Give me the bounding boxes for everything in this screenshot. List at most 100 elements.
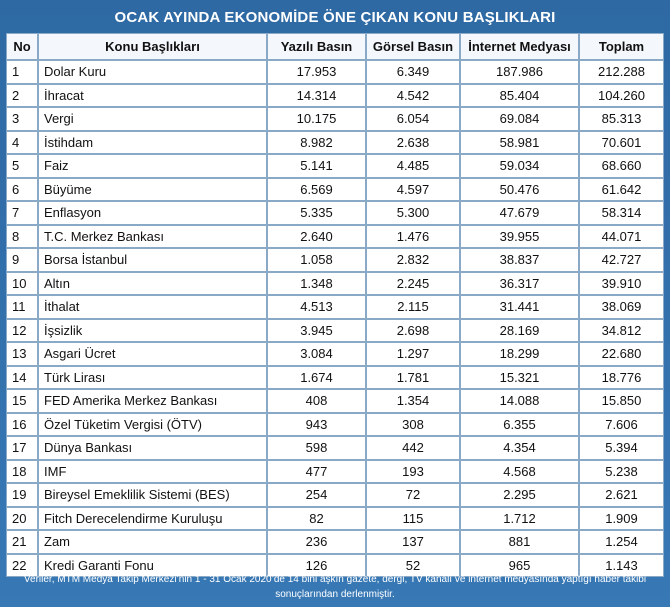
- total-count: 44.071: [579, 224, 664, 248]
- row-number: 19: [6, 483, 38, 507]
- visual-media-count: 72: [366, 483, 460, 507]
- table-row: 22 Kredi Garanti Fonu 126 52 965 1.143: [6, 553, 664, 577]
- internet-media-count: 36.317: [460, 271, 579, 295]
- print-media-count: 82: [267, 506, 366, 530]
- visual-media-count: 1.297: [366, 342, 460, 366]
- topic-name: Faiz: [38, 154, 267, 178]
- topic-name: Bireysel Emeklilik Sistemi (BES): [38, 483, 267, 507]
- table-row: 18 IMF 477 193 4.568 5.238: [6, 459, 664, 483]
- visual-media-count: 4.542: [366, 83, 460, 107]
- topic-name: Türk Lirası: [38, 365, 267, 389]
- table-row: 6 Büyüme 6.569 4.597 50.476 61.642: [6, 177, 664, 201]
- topic-name: Vergi: [38, 107, 267, 131]
- visual-media-count: 2.832: [366, 248, 460, 272]
- visual-media-count: 2.698: [366, 318, 460, 342]
- table-row: 4 İstihdam 8.982 2.638 58.981 70.601: [6, 130, 664, 154]
- internet-media-count: 4.568: [460, 459, 579, 483]
- row-number: 4: [6, 130, 38, 154]
- table-body: 1 Dolar Kuru 17.953 6.349 187.986 212.288 2 İhr…: [6, 60, 664, 577]
- print-media-count: 1.348: [267, 271, 366, 295]
- column-header-print-media: Yazılı Basın: [267, 33, 366, 60]
- topic-name: Asgari Ücret: [38, 342, 267, 366]
- total-count: 1.143: [579, 553, 664, 577]
- total-count: 15.850: [579, 389, 664, 413]
- topics-table: No Konu Başlıkları Yazılı Basın Görsel B…: [6, 33, 664, 577]
- row-number: 21: [6, 530, 38, 554]
- table-header-row: No Konu Başlıkları Yazılı Basın Görsel B…: [6, 33, 664, 60]
- row-number: 17: [6, 436, 38, 460]
- topic-name: İthalat: [38, 295, 267, 319]
- topic-name: İşsizlik: [38, 318, 267, 342]
- total-count: 5.238: [579, 459, 664, 483]
- table-row: 13 Asgari Ücret 3.084 1.297 18.299 22.680: [6, 342, 664, 366]
- visual-media-count: 4.597: [366, 177, 460, 201]
- total-count: 22.680: [579, 342, 664, 366]
- print-media-count: 10.175: [267, 107, 366, 131]
- topic-name: IMF: [38, 459, 267, 483]
- print-media-count: 126: [267, 553, 366, 577]
- visual-media-count: 1.354: [366, 389, 460, 413]
- row-number: 7: [6, 201, 38, 225]
- internet-media-count: 59.034: [460, 154, 579, 178]
- table-row: 1 Dolar Kuru 17.953 6.349 187.986 212.288: [6, 60, 664, 84]
- print-media-count: 408: [267, 389, 366, 413]
- visual-media-count: 4.485: [366, 154, 460, 178]
- row-number: 22: [6, 553, 38, 577]
- print-media-count: 3.084: [267, 342, 366, 366]
- visual-media-count: 308: [366, 412, 460, 436]
- print-media-count: 5.141: [267, 154, 366, 178]
- internet-media-count: 39.955: [460, 224, 579, 248]
- visual-media-count: 137: [366, 530, 460, 554]
- print-media-count: 236: [267, 530, 366, 554]
- total-count: 68.660: [579, 154, 664, 178]
- print-media-count: 598: [267, 436, 366, 460]
- table-row: 3 Vergi 10.175 6.054 69.084 85.313: [6, 107, 664, 131]
- topic-name: Enflasyon: [38, 201, 267, 225]
- row-number: 11: [6, 295, 38, 319]
- visual-media-count: 1.476: [366, 224, 460, 248]
- visual-media-count: 2.115: [366, 295, 460, 319]
- row-number: 14: [6, 365, 38, 389]
- total-count: 34.812: [579, 318, 664, 342]
- total-count: 42.727: [579, 248, 664, 272]
- total-count: 2.621: [579, 483, 664, 507]
- visual-media-count: 193: [366, 459, 460, 483]
- row-number: 5: [6, 154, 38, 178]
- topic-name: Dünya Bankası: [38, 436, 267, 460]
- total-count: 39.910: [579, 271, 664, 295]
- table-row: 17 Dünya Bankası 598 442 4.354 5.394: [6, 436, 664, 460]
- internet-media-count: 28.169: [460, 318, 579, 342]
- table-row: 16 Özel Tüketim Vergisi (ÖTV) 943 308 6.355 7…: [6, 412, 664, 436]
- table-row: 14 Türk Lirası 1.674 1.781 15.321 18.776: [6, 365, 664, 389]
- visual-media-count: 442: [366, 436, 460, 460]
- table-row: 8 T.C. Merkez Bankası 2.640 1.476 39.955 44.0…: [6, 224, 664, 248]
- visual-media-count: 6.349: [366, 60, 460, 84]
- table-row: 7 Enflasyon 5.335 5.300 47.679 58.314: [6, 201, 664, 225]
- total-count: 5.394: [579, 436, 664, 460]
- visual-media-count: 1.781: [366, 365, 460, 389]
- table-row: 19 Bireysel Emeklilik Sistemi (BES) 254 72 2…: [6, 483, 664, 507]
- row-number: 18: [6, 459, 38, 483]
- table-row: 11 İthalat 4.513 2.115 31.441 38.069: [6, 295, 664, 319]
- print-media-count: 3.945: [267, 318, 366, 342]
- row-number: 15: [6, 389, 38, 413]
- total-count: 70.601: [579, 130, 664, 154]
- row-number: 6: [6, 177, 38, 201]
- internet-media-count: 2.295: [460, 483, 579, 507]
- topic-name: FED Amerika Merkez Bankası: [38, 389, 267, 413]
- column-header-total: Toplam: [579, 33, 664, 60]
- print-media-count: 1.058: [267, 248, 366, 272]
- row-number: 3: [6, 107, 38, 131]
- print-media-count: 254: [267, 483, 366, 507]
- column-header-internet-media: İnternet Medyası: [460, 33, 579, 60]
- topic-name: Fitch Derecelendirme Kuruluşu: [38, 506, 267, 530]
- visual-media-count: 52: [366, 553, 460, 577]
- topic-name: İhracat: [38, 83, 267, 107]
- print-media-count: 8.982: [267, 130, 366, 154]
- internet-media-count: 14.088: [460, 389, 579, 413]
- topic-name: Kredi Garanti Fonu: [38, 553, 267, 577]
- internet-media-count: 69.084: [460, 107, 579, 131]
- internet-media-count: 6.355: [460, 412, 579, 436]
- topic-name: Büyüme: [38, 177, 267, 201]
